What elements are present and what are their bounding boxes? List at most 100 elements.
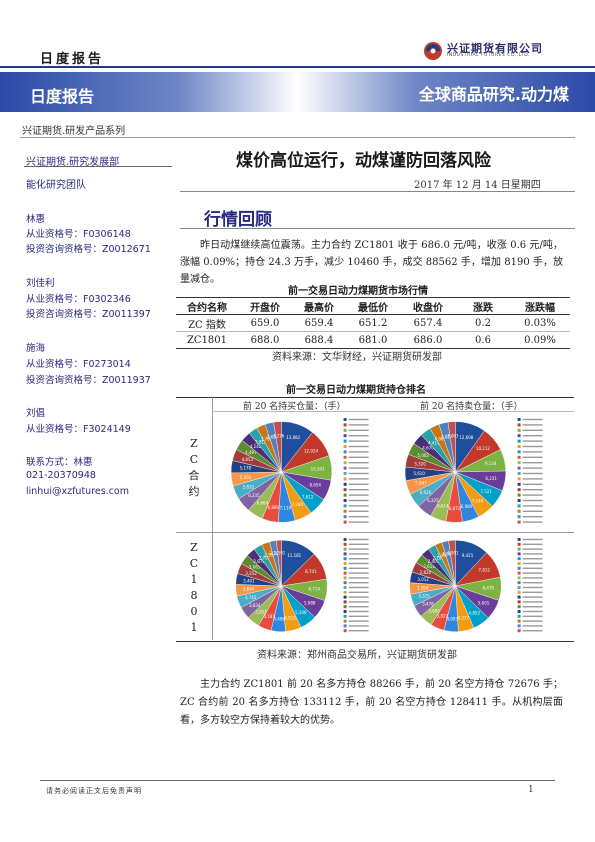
contact-phone: 021-20370948	[26, 470, 96, 481]
pie-slice-label: 3,834	[249, 603, 261, 608]
pie-slice	[447, 421, 456, 473]
pie-chart-zc-long: 13,88212,02410,3418,6547,6127,2847,1196,…	[230, 418, 369, 524]
legend-entry	[522, 548, 543, 550]
legend-swatch	[517, 571, 521, 575]
legend-entry	[348, 435, 369, 437]
legend-swatch	[343, 581, 347, 585]
research-team: 能化研究团队	[26, 180, 86, 191]
legend-swatch	[343, 595, 347, 599]
table-cell: 657.4	[400, 314, 456, 332]
series-rule	[20, 137, 575, 138]
logo-name-en: INDUSTRIAL FUTURES CO.,LTD.	[447, 53, 531, 58]
pie-slice-label: 6,872	[449, 506, 461, 511]
pie-slice-label: 3,065	[249, 564, 261, 569]
legend-entry	[348, 577, 369, 579]
pie-slice-label: 6,614	[437, 504, 449, 509]
market-review-paragraph: 昨日动煤继续高位震荡。主力合约 ZC1801 收于 686.0 元/吨，收涨 0…	[180, 240, 563, 285]
legend-swatch	[343, 472, 347, 475]
position-ranking-table	[176, 397, 574, 642]
legend-swatch	[517, 581, 521, 585]
legend-entry	[348, 601, 369, 603]
legend-swatch	[517, 624, 521, 628]
pie-slice-label: 1,591	[274, 551, 286, 556]
row-label-char: 合	[188, 469, 200, 482]
pie-slice-label: 6,020	[420, 490, 432, 495]
legend-swatch	[517, 482, 521, 486]
pie-slice-label: 3,824	[441, 434, 453, 439]
footer-rule	[40, 780, 555, 781]
legend-swatch	[343, 450, 347, 454]
banner	[0, 72, 595, 112]
legend-entry	[348, 582, 369, 584]
legend-swatch	[343, 590, 347, 594]
pie-slice-label: 7,140	[472, 498, 484, 503]
legend-swatch	[343, 434, 347, 438]
pie-slice-label: 3,742	[245, 595, 257, 600]
pie-slice-label: 6,980	[461, 504, 473, 509]
pie-slice-label: 5,178	[240, 466, 252, 471]
pie-slice-label: 2,703	[259, 555, 271, 560]
legend-swatch	[343, 586, 347, 589]
table-cell: 686.0	[400, 331, 456, 349]
legend-entry	[522, 558, 543, 560]
legend-entry	[522, 543, 543, 545]
legend-swatch	[343, 610, 347, 613]
contact-email[interactable]: linhui@xzfutures.com	[26, 486, 130, 497]
legend-entry	[348, 630, 369, 632]
section-title: 行情回顾	[204, 210, 272, 230]
pie-slice-label: 3,164	[417, 585, 429, 590]
pie-slice-label: 4,183	[264, 614, 276, 619]
legend-entry	[522, 510, 543, 512]
pie-slice-label: 6,714	[309, 586, 321, 591]
pie-slice-label: 4,853	[469, 611, 481, 616]
legend-entry	[522, 456, 543, 458]
legend-swatch	[517, 586, 521, 589]
legend-swatch	[517, 600, 521, 604]
pie-slice-label: 5,832	[243, 484, 255, 489]
position-ranking-source: 资料来源：郑州商品交易所，兴证期货研发部	[257, 650, 457, 661]
banner-report-type: 日度报告	[30, 87, 95, 106]
table-cell: ZC 指数	[176, 314, 238, 332]
pie-slice-label: 13,882	[286, 435, 300, 440]
pie-slice-label: 2,611	[423, 564, 435, 569]
legend-entry	[348, 591, 369, 593]
pie-slice-label: 1,957	[438, 553, 450, 558]
legend-entry	[348, 472, 369, 475]
legend-entry	[522, 516, 543, 518]
pie-slice-label: 9,421	[462, 553, 474, 558]
legend-swatch	[343, 509, 347, 513]
pie-chart-zc1801-long: 11,181 8,741 6,714 5,988 5,3064,9154,4984,18…	[235, 538, 369, 633]
legend-entry	[522, 620, 543, 622]
ranking-divider	[212, 411, 574, 412]
legend-entry	[522, 424, 543, 426]
pie-slice	[273, 421, 282, 473]
pie-slice-label: 3,252	[245, 571, 257, 576]
pie-slice-label: 7,521	[480, 489, 492, 494]
row-label-char: C	[189, 557, 199, 570]
pie-slice-label: 2,108	[270, 551, 282, 556]
product-series: 兴证期货.研发产品系列	[22, 126, 126, 137]
legend-swatch	[343, 445, 347, 448]
legend-swatch	[343, 538, 347, 541]
page-number: 1	[528, 785, 534, 795]
row-label-char: Z	[190, 437, 198, 450]
legend-entry	[348, 418, 369, 421]
pie-slice-label: 3,600	[428, 609, 440, 614]
pie-chart-zc-short: 12,608 10,212 9,134 8,231 7,521 7,1406,9806,8…	[404, 418, 543, 524]
long-position-header: 前 20 名持买仓量：（手）	[243, 402, 346, 412]
legend-swatch	[517, 538, 521, 541]
pie-slice-label: 6,889	[268, 505, 280, 510]
legend-swatch	[343, 439, 347, 443]
pie-slice-label: 3,478	[422, 602, 434, 607]
pie-slice-label: 10,212	[476, 446, 490, 451]
pie-slice-label: 4,670	[422, 446, 434, 451]
row-label-char: C	[189, 453, 199, 466]
legend-swatch	[517, 576, 521, 580]
pie-slice-label: 3,063	[447, 433, 459, 438]
pie-slice-label: 11,181	[287, 553, 301, 558]
table-row: ZC1801 688.0 688.4 681.0 686.0 0.6 0.09%	[176, 331, 570, 349]
legend-swatch	[343, 557, 347, 561]
legend-swatch	[343, 493, 347, 497]
legend-swatch	[343, 418, 347, 421]
table-cell: 651.2	[346, 314, 400, 332]
